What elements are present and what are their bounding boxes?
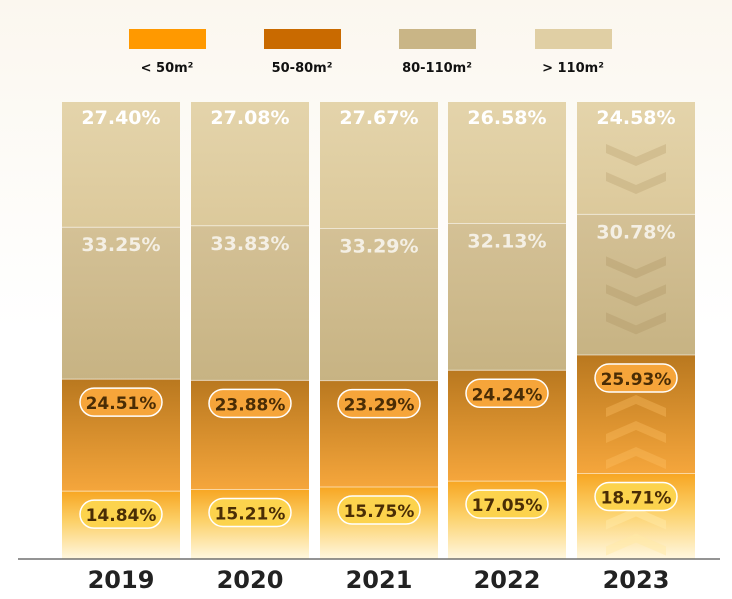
legend-label-0: < 50m² xyxy=(141,61,194,76)
bars: 14.84% 24.51% 33.25% 27.40% 15.21% 23.88% 33.8… xyxy=(62,102,695,559)
value-label: 33.83% xyxy=(210,233,289,255)
value-bubble xyxy=(594,363,678,393)
value-label: 25.93% xyxy=(601,370,672,390)
value-label: 24.24% xyxy=(472,385,543,405)
bar-segment-2023-2 xyxy=(577,214,695,355)
bar-segment-2022-3 xyxy=(448,102,566,224)
value-label: 27.08% xyxy=(210,107,289,129)
value-label: 33.25% xyxy=(81,234,160,256)
chevron-decoration xyxy=(606,420,666,443)
value-label: 24.51% xyxy=(86,394,157,414)
legend-label-2: 80-110m² xyxy=(402,61,472,76)
value-bubble xyxy=(208,497,292,528)
x-tick-label-2021: 2021 xyxy=(346,566,413,594)
legend: < 50m² 50-80m² 80-110m² > 110m² xyxy=(129,29,612,76)
legend-swatch-0 xyxy=(129,29,206,49)
chevron-decoration xyxy=(606,144,666,166)
value-label: 33.29% xyxy=(339,235,418,257)
value-label: 23.88% xyxy=(215,395,286,415)
legend-swatch-3 xyxy=(535,29,612,49)
bar-segment-2022-2 xyxy=(448,223,566,371)
x-tick-label-2019: 2019 xyxy=(88,566,155,594)
value-bubble xyxy=(79,387,163,417)
chevron-decoration xyxy=(606,284,666,307)
value-bubble xyxy=(337,388,421,419)
legend-label-1: 50-80m² xyxy=(272,61,333,76)
chevron-decoration xyxy=(606,394,666,417)
chevron-decoration xyxy=(606,507,666,530)
chevron-decoration xyxy=(606,312,666,335)
value-label: 23.29% xyxy=(344,396,415,416)
chevron-decoration xyxy=(606,533,666,556)
bar-segment-2021-3 xyxy=(320,102,438,229)
value-label: 30.78% xyxy=(596,221,675,243)
value-label: 26.58% xyxy=(467,107,546,129)
value-label: 14.84% xyxy=(86,506,157,526)
value-bubble xyxy=(208,388,292,419)
value-bubble xyxy=(79,499,163,529)
value-bubble xyxy=(337,495,421,525)
value-label: 15.21% xyxy=(215,504,286,524)
value-label: 27.40% xyxy=(81,107,160,129)
chevron-decoration xyxy=(606,172,666,194)
bar-segment-2021-2 xyxy=(320,228,438,381)
bar-segment-2019-3 xyxy=(62,102,180,228)
value-bubble xyxy=(465,489,549,519)
value-bubble xyxy=(594,481,678,512)
chevron-decoration xyxy=(606,446,666,469)
chevron-decoration xyxy=(606,256,666,279)
bar-segment-2020-3 xyxy=(191,102,309,226)
legend-swatch-1 xyxy=(264,29,341,49)
value-label: 17.05% xyxy=(472,496,543,516)
bar-segment-2019-2 xyxy=(62,227,180,380)
x-tick-label-2023: 2023 xyxy=(603,566,670,594)
legend-label-3: > 110m² xyxy=(542,61,604,76)
value-label: 18.71% xyxy=(601,488,672,508)
bar-segment-2023-3 xyxy=(577,102,695,215)
value-label: 15.75% xyxy=(344,502,415,522)
value-label: 24.58% xyxy=(596,107,675,129)
value-label: 27.67% xyxy=(339,107,418,129)
legend-swatch-2 xyxy=(399,29,476,49)
x-axis-ticks: 2019 2020 2021 2022 2023 xyxy=(88,566,670,594)
bar-segment-2020-2 xyxy=(191,225,309,381)
value-label: 32.13% xyxy=(467,230,546,252)
x-tick-label-2022: 2022 xyxy=(474,566,541,594)
value-bubble xyxy=(465,378,549,409)
x-tick-label-2020: 2020 xyxy=(217,566,284,594)
